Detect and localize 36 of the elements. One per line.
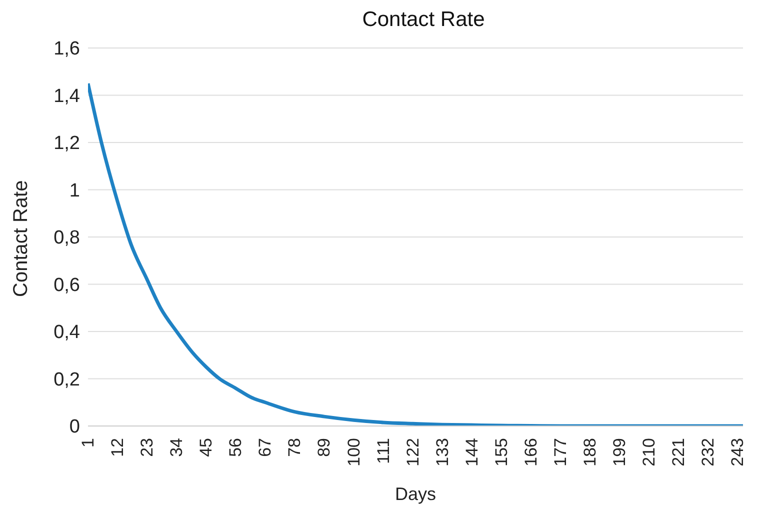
x-tick-label: 199 bbox=[610, 438, 630, 466]
y-tick-label: 1 bbox=[69, 180, 80, 202]
x-tick-label: 133 bbox=[432, 438, 452, 466]
x-tick-label: 144 bbox=[462, 438, 482, 466]
x-tick-label: 210 bbox=[640, 438, 659, 466]
x-tick-label: 111 bbox=[374, 438, 393, 464]
y-tick-label: 0,6 bbox=[54, 274, 80, 296]
x-tick-label: 188 bbox=[580, 438, 600, 466]
y-axis-title: Contact Rate bbox=[10, 180, 32, 297]
x-tick-label: 243 bbox=[728, 438, 748, 466]
x-tick-label: 56 bbox=[226, 438, 246, 457]
y-tick-label: 0,8 bbox=[54, 228, 80, 249]
y-tick-label: 1,2 bbox=[54, 133, 80, 154]
line-series bbox=[88, 82, 743, 426]
chart-title: Contact Rate bbox=[361, 8, 486, 33]
x-tick-label: 122 bbox=[403, 438, 422, 466]
y-tick-label: 0,4 bbox=[54, 322, 80, 344]
x-tick-label: 89 bbox=[314, 438, 334, 457]
x-tick-label: 100 bbox=[344, 438, 364, 466]
x-tick-label: 34 bbox=[167, 438, 186, 457]
y-tick-label: 1,4 bbox=[54, 86, 80, 107]
x-tick-label: 221 bbox=[669, 438, 688, 466]
y-tick-label: 0 bbox=[69, 416, 80, 438]
x-tick-label: 45 bbox=[196, 438, 216, 457]
x-tick-label: 67 bbox=[256, 438, 275, 457]
x-tick-label: 177 bbox=[550, 438, 570, 466]
x-tick-label: 12 bbox=[108, 438, 128, 457]
y-tick-label: 1,6 bbox=[54, 38, 80, 60]
x-tick-label: 232 bbox=[698, 438, 718, 466]
x-tick-label: 155 bbox=[492, 438, 511, 466]
x-tick-label: 166 bbox=[521, 438, 540, 466]
x-tick-label: 1 bbox=[78, 438, 98, 448]
x-tick-label: 23 bbox=[138, 438, 157, 457]
x-axis-title: Days bbox=[394, 484, 436, 504]
y-tick-label: 0,2 bbox=[54, 369, 80, 390]
x-tick-label: 78 bbox=[285, 438, 304, 457]
